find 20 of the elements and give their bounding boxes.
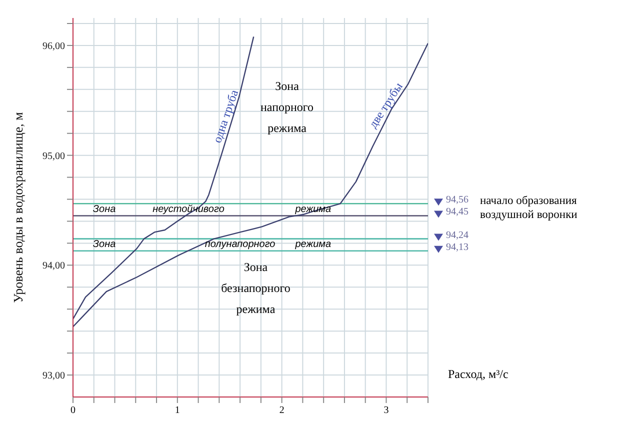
annotation: Зона напорного режима: [260, 78, 314, 135]
annotation: Зона безнапорного режима: [220, 259, 292, 318]
text: Зона полунапорного режима: [92, 238, 332, 250]
x-tick-label: 2: [278, 405, 286, 417]
y-tick-label: 93,00: [42, 370, 65, 382]
ref-line-label: 94,56: [446, 194, 468, 206]
ref-line-label: 94,13: [446, 242, 468, 253]
x-tick-label: 1: [174, 405, 181, 417]
line-series: [73, 42, 428, 328]
y-axis-title: Уровень воды в водохранилище, м: [10, 112, 26, 303]
text: начало образования воздушной воронки: [480, 194, 578, 222]
y-tick-label: 96,00: [42, 41, 65, 52]
y-tick-label: 95,00: [42, 150, 65, 162]
x-tick-label: 3: [382, 405, 390, 417]
x-axis-title: Расход, м³/с: [448, 367, 508, 382]
text: одна труба: [209, 86, 243, 146]
ref-line-label: 94,45: [446, 206, 468, 218]
ref-line-label: 94,24: [446, 230, 468, 241]
y-tick-label: 94,00: [42, 260, 65, 272]
x-tick-label: 0: [70, 405, 76, 417]
